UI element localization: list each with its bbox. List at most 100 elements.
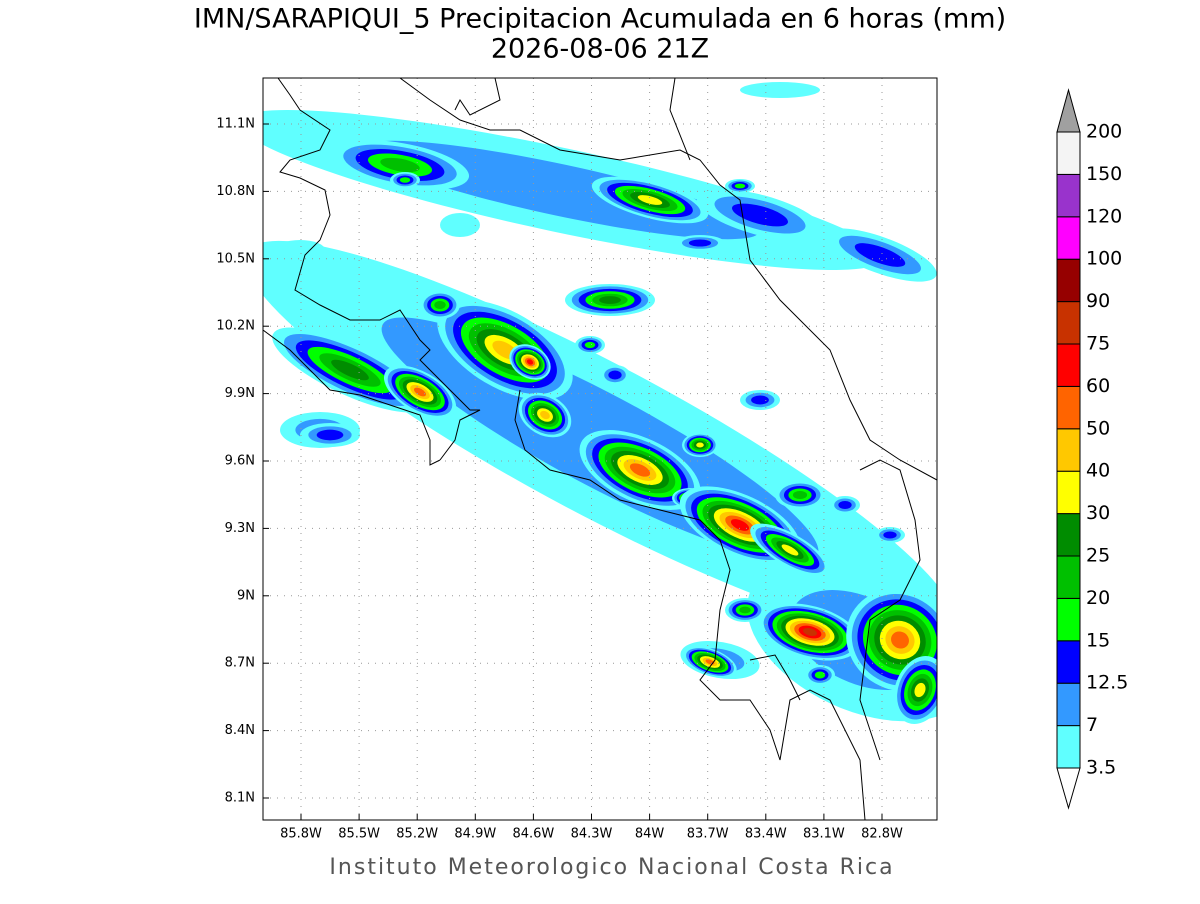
colorbar-box xyxy=(1056,640,1081,684)
lon-tick-label: 85.8W xyxy=(280,827,322,842)
precip-contour xyxy=(434,301,446,309)
colorbar-label: 3.5 xyxy=(1086,757,1116,779)
subtitle: 2026-08-06 21Z xyxy=(491,34,709,65)
colorbar-label: 25 xyxy=(1086,545,1110,567)
precip-contour xyxy=(413,387,427,397)
precip-contour xyxy=(540,410,550,420)
colorbar-label: 75 xyxy=(1086,333,1110,355)
lat-tick-label: 10.5N xyxy=(216,251,255,266)
precip-contour xyxy=(730,519,750,531)
precip-contour xyxy=(696,442,704,448)
coastline xyxy=(749,654,801,701)
colorbar-box xyxy=(1056,682,1081,727)
colorbar-label: 7 xyxy=(1086,714,1098,736)
colorbar-label: 90 xyxy=(1086,290,1110,312)
precip-contour xyxy=(440,213,480,237)
lon-tick-label: 85.2W xyxy=(396,827,438,842)
precip-contour xyxy=(599,296,621,304)
colorbar-box xyxy=(1056,343,1081,387)
colorbar-label: 50 xyxy=(1086,417,1110,439)
colorbar-box xyxy=(1056,301,1081,345)
border xyxy=(454,78,501,116)
title: IMN/SARAPIQUI_5 Precipitacion Acumulada … xyxy=(194,4,1006,35)
colorbar-box xyxy=(1056,513,1081,557)
precip-contour xyxy=(740,82,820,98)
coastline xyxy=(277,78,481,461)
colorbar-label: 15 xyxy=(1086,629,1110,651)
border xyxy=(399,78,937,481)
precip-contour xyxy=(891,631,909,649)
lon-tick-label: 84.3W xyxy=(571,827,613,842)
colorbar-box xyxy=(1056,597,1081,642)
colorbar-box xyxy=(1056,555,1081,599)
colorbar-box xyxy=(1056,216,1081,260)
colorbar-label: 40 xyxy=(1086,460,1110,482)
precip-contour xyxy=(608,370,622,380)
colorbar-label: 12.5 xyxy=(1086,672,1128,694)
colorbar-label: 30 xyxy=(1086,502,1110,524)
colorbar-box xyxy=(1056,470,1081,515)
precip-contour xyxy=(584,341,596,349)
colorbar-label: 150 xyxy=(1086,163,1122,185)
precip-contour xyxy=(781,544,799,556)
colorbar-box xyxy=(1056,428,1081,472)
precip-field xyxy=(263,82,937,724)
precip-contour xyxy=(526,359,534,365)
lat-tick-label: 8.1N xyxy=(225,791,255,806)
lon-tick-label: 85.5W xyxy=(338,827,380,842)
lon-tick-label: 83.1W xyxy=(803,827,845,842)
lat-tick-label: 9.3N xyxy=(225,521,255,536)
lon-tick-label: 84W xyxy=(635,827,665,842)
colorbar-box xyxy=(1056,725,1081,769)
colorbar-box xyxy=(1056,258,1081,303)
precip-contour xyxy=(688,239,712,247)
precip-contour xyxy=(914,682,926,698)
lat-tick-label: 8.4N xyxy=(225,723,255,738)
precip-contour xyxy=(814,671,826,679)
precip-contour xyxy=(732,203,788,227)
precip-contour xyxy=(629,463,651,477)
colorbar-label: 60 xyxy=(1086,375,1110,397)
colorbar-box xyxy=(1056,131,1081,175)
grid: 11.1N 10.8N 10.5N 10.2N 9.9N 9.6N 9.3N 9N 8.7N 8.… xyxy=(216,78,937,842)
precip-contour xyxy=(854,243,906,267)
precip-contour xyxy=(316,429,344,441)
lat-tick-label: 10.2N xyxy=(216,319,255,334)
lon-tick-label: 82.8W xyxy=(861,827,903,842)
precip-contour xyxy=(838,501,852,509)
coastlines xyxy=(263,78,937,820)
colorbar-over xyxy=(1056,88,1081,133)
precip-contour xyxy=(751,395,769,405)
colorbar-label: 20 xyxy=(1086,587,1110,609)
colorbar-box xyxy=(1056,173,1081,218)
coastline xyxy=(514,389,866,820)
lat-tick-label: 10.8N xyxy=(216,184,255,199)
lat-tick-label: 8.7N xyxy=(225,656,255,671)
lat-tick-label: 9.6N xyxy=(225,454,255,469)
border xyxy=(669,78,691,161)
precip-contour xyxy=(803,628,817,636)
footer: Instituto Meteorologico Nacional Costa R… xyxy=(329,855,894,880)
precip-contour xyxy=(399,177,411,183)
lat-tick-label: 11.1N xyxy=(216,117,255,132)
precip-contour xyxy=(637,195,663,205)
precip-contour xyxy=(739,606,751,614)
lon-tick-label: 84.9W xyxy=(454,827,496,842)
lon-tick-label: 83.7W xyxy=(687,827,729,842)
border xyxy=(859,459,921,761)
precip-contour xyxy=(275,240,325,260)
lon-tick-label: 84.6W xyxy=(512,827,554,842)
colorbar: 3.5 7 12.5 15 20 25 30 40 50 60 75 90 100 120 150 200 xyxy=(1056,88,1128,810)
lat-tick-label: 9.9N xyxy=(225,386,255,401)
colorbar-label: 120 xyxy=(1086,205,1122,227)
colorbar-under xyxy=(1056,767,1081,810)
map-frame xyxy=(262,77,938,821)
precip-contour xyxy=(380,157,420,173)
coastline xyxy=(263,329,441,466)
colorbar-label: 200 xyxy=(1086,121,1122,143)
colorbar-box xyxy=(1056,385,1081,430)
lon-tick-label: 83.4W xyxy=(745,827,787,842)
precip-contour xyxy=(792,491,808,499)
lat-tick-label: 9N xyxy=(237,588,255,603)
